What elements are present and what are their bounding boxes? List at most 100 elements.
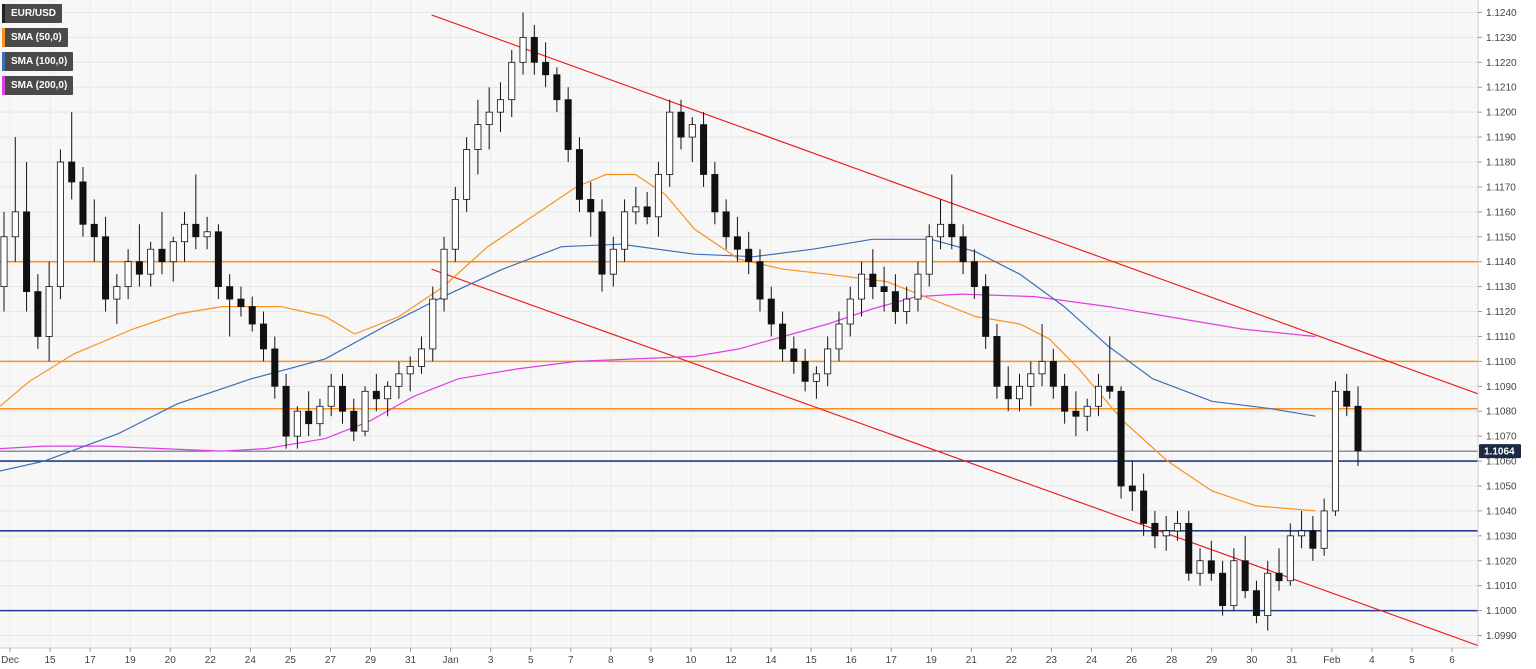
price-tag-background bbox=[1479, 444, 1521, 459]
y-tick-label: 1.1120 bbox=[1486, 307, 1516, 318]
candle-body-bear bbox=[1140, 490, 1148, 524]
candle-body-bull bbox=[1094, 385, 1102, 407]
y-tick-label: 1.1030 bbox=[1486, 531, 1517, 542]
candle-body-bear bbox=[553, 74, 561, 101]
candle-body-bull bbox=[1027, 373, 1035, 387]
candle-body-bear bbox=[338, 385, 347, 412]
candle bbox=[1094, 373, 1102, 417]
candle-body-bear bbox=[1275, 572, 1283, 582]
candle-body-bear bbox=[700, 124, 708, 175]
legend-item-eurusd[interactable]: EUR/USD bbox=[2, 4, 63, 23]
candle bbox=[801, 348, 809, 392]
candle-body-bear bbox=[1354, 405, 1362, 452]
candle bbox=[350, 398, 358, 442]
candle bbox=[1027, 361, 1035, 407]
candle bbox=[113, 274, 121, 324]
candle bbox=[463, 137, 471, 212]
candle-body-bull bbox=[688, 124, 696, 138]
candle bbox=[1049, 348, 1057, 399]
candle bbox=[790, 336, 798, 374]
trendlines bbox=[431, 14, 1479, 647]
candle-body-bear bbox=[158, 248, 166, 263]
legend-swatch bbox=[2, 28, 5, 47]
candle bbox=[1230, 548, 1238, 611]
candle bbox=[880, 266, 888, 312]
candle-body-bear bbox=[1151, 522, 1159, 537]
candle bbox=[1162, 515, 1170, 551]
x-axis: Dec 15 17 19 20 22 24 25 27 29 31 Jan 3 5 7 8 9 10 12 14 15 1… bbox=[1, 648, 1455, 666]
candle-body-bear bbox=[350, 410, 358, 432]
candle-body-bull bbox=[1298, 530, 1306, 537]
candle bbox=[666, 99, 674, 187]
candle-body-bear bbox=[90, 223, 98, 238]
x-tick-label: 3 bbox=[488, 655, 494, 666]
candle-body-bull bbox=[519, 36, 527, 63]
last-price-tag: 1.1064 bbox=[1479, 444, 1521, 459]
candle-body-bull bbox=[316, 405, 324, 425]
legend-item-sma100[interactable]: SMA (100,0) bbox=[2, 52, 74, 71]
candle-body-bear bbox=[993, 336, 1001, 387]
candle bbox=[937, 199, 945, 250]
y-tick-label: 1.1000 bbox=[1486, 606, 1517, 617]
candle bbox=[1072, 391, 1080, 437]
candle bbox=[79, 166, 87, 237]
candle-body-bear bbox=[102, 236, 110, 300]
candle-body-bear bbox=[801, 360, 809, 382]
candle-body-bull bbox=[609, 248, 617, 275]
candle-body-bear bbox=[1343, 390, 1351, 407]
candle bbox=[903, 286, 911, 324]
x-tick-label: 20 bbox=[165, 655, 177, 666]
candle bbox=[429, 286, 437, 362]
candle bbox=[124, 249, 132, 300]
candle bbox=[869, 249, 877, 300]
candle-body-bull bbox=[508, 61, 516, 101]
y-tick-label: 1.1200 bbox=[1486, 108, 1517, 119]
candle-body-bear bbox=[1072, 410, 1080, 417]
y-tick-label: 1.1050 bbox=[1486, 482, 1517, 493]
x-tick-label: 26 bbox=[1126, 655, 1138, 666]
plot-background bbox=[0, 0, 1478, 648]
candle-body-bear bbox=[1106, 385, 1114, 392]
candle bbox=[1264, 560, 1272, 631]
y-tick-label: 1.0990 bbox=[1486, 631, 1517, 642]
x-tick-label: 29 bbox=[365, 655, 377, 666]
candle bbox=[575, 137, 583, 212]
candle-body-bull bbox=[858, 273, 866, 300]
candle-body-bull bbox=[169, 241, 177, 263]
y-tick-label: 1.1080 bbox=[1486, 407, 1517, 418]
candle-body-bull bbox=[1038, 360, 1046, 375]
candle bbox=[338, 373, 347, 424]
candle-body-bear bbox=[891, 291, 899, 312]
candle-body-bear bbox=[767, 298, 775, 325]
candle-body-bull bbox=[1286, 535, 1294, 582]
candle-body-bear bbox=[214, 231, 222, 288]
trendline bbox=[431, 268, 1479, 647]
candle bbox=[237, 286, 245, 317]
candle bbox=[914, 261, 922, 312]
candle-body-bull bbox=[835, 323, 843, 350]
candle-body-bull bbox=[406, 365, 414, 375]
legend-item-sma50[interactable]: SMA (50,0) bbox=[2, 28, 68, 47]
candle-body-bull bbox=[925, 236, 933, 275]
legend-item-sma200[interactable]: SMA (200,0) bbox=[2, 76, 74, 95]
x-tick-label: 27 bbox=[325, 655, 337, 666]
candle bbox=[700, 112, 708, 187]
candle-body-bear bbox=[948, 223, 956, 238]
x-tick-label: 14 bbox=[765, 655, 777, 666]
x-tick-label: Jan bbox=[443, 655, 459, 666]
candle bbox=[34, 274, 42, 349]
legend-swatch bbox=[2, 52, 5, 71]
y-tick-label: 1.1020 bbox=[1486, 556, 1517, 567]
sma-200-line bbox=[0, 293, 1316, 452]
candle bbox=[519, 12, 527, 75]
candle-body-bear bbox=[1252, 590, 1260, 617]
candle bbox=[496, 82, 504, 133]
x-tick-label: 31 bbox=[405, 655, 417, 666]
candle bbox=[305, 391, 313, 437]
candle bbox=[203, 216, 211, 250]
candle-body-bull bbox=[937, 223, 945, 238]
y-tick-label: 1.1040 bbox=[1486, 506, 1517, 517]
candle-body-bear bbox=[1219, 572, 1227, 607]
x-tick-label: 24 bbox=[1086, 655, 1098, 666]
